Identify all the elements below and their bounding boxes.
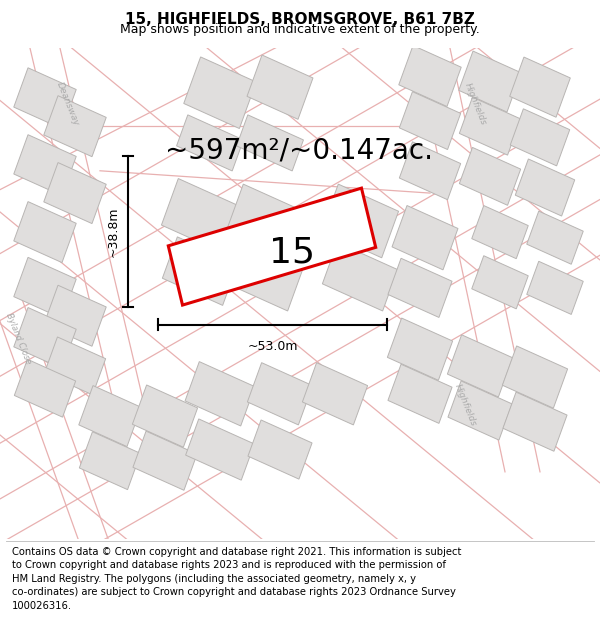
Polygon shape [460, 148, 521, 205]
Polygon shape [133, 431, 197, 490]
Polygon shape [302, 362, 368, 425]
Polygon shape [247, 362, 313, 425]
Polygon shape [510, 109, 570, 166]
Polygon shape [44, 96, 106, 157]
Text: Contains OS data © Crown copyright and database right 2021. This information is : Contains OS data © Crown copyright and d… [12, 546, 461, 611]
Text: ~53.0m: ~53.0m [247, 340, 298, 353]
Polygon shape [14, 202, 76, 262]
Text: ~597m²/~0.147ac.: ~597m²/~0.147ac. [165, 137, 433, 165]
Polygon shape [399, 46, 461, 106]
Polygon shape [502, 346, 568, 408]
Polygon shape [14, 258, 76, 318]
Text: 15, HIGHFIELDS, BROMSGROVE, B61 7BZ: 15, HIGHFIELDS, BROMSGROVE, B61 7BZ [125, 12, 475, 27]
Polygon shape [168, 188, 376, 305]
Polygon shape [176, 115, 244, 171]
Polygon shape [185, 419, 254, 480]
Polygon shape [14, 135, 76, 196]
Polygon shape [515, 159, 575, 216]
Polygon shape [459, 51, 521, 112]
Polygon shape [388, 364, 452, 423]
Text: ~38.8m: ~38.8m [107, 206, 120, 257]
Polygon shape [400, 92, 461, 149]
Polygon shape [472, 256, 528, 309]
Polygon shape [227, 242, 302, 311]
Polygon shape [460, 98, 521, 155]
Text: Map shows position and indicative extent of the property.: Map shows position and indicative extent… [120, 23, 480, 36]
Polygon shape [79, 432, 140, 489]
Polygon shape [388, 318, 452, 381]
Polygon shape [184, 57, 256, 129]
Polygon shape [133, 385, 197, 448]
Polygon shape [527, 261, 583, 314]
Polygon shape [44, 337, 106, 395]
Polygon shape [163, 237, 238, 306]
Polygon shape [185, 362, 255, 426]
Polygon shape [14, 359, 76, 417]
Polygon shape [322, 184, 398, 258]
Polygon shape [400, 142, 461, 200]
Polygon shape [14, 308, 76, 369]
Text: 15: 15 [269, 235, 315, 269]
Polygon shape [14, 68, 76, 129]
Polygon shape [503, 392, 567, 451]
Polygon shape [226, 184, 304, 258]
Polygon shape [527, 211, 583, 264]
Polygon shape [247, 55, 313, 119]
Text: Highfields: Highfields [463, 81, 488, 126]
Text: Highfields: Highfields [452, 382, 478, 428]
Polygon shape [79, 386, 141, 447]
Polygon shape [248, 420, 312, 479]
Polygon shape [236, 115, 304, 171]
Text: Deansway: Deansway [55, 81, 81, 127]
Polygon shape [44, 285, 106, 346]
Polygon shape [448, 335, 512, 397]
Polygon shape [161, 179, 239, 252]
Polygon shape [510, 57, 570, 118]
Polygon shape [388, 258, 452, 318]
Polygon shape [392, 206, 458, 270]
Polygon shape [448, 381, 512, 440]
Polygon shape [472, 206, 528, 259]
Polygon shape [44, 162, 106, 224]
Text: Byland Close: Byland Close [4, 311, 32, 365]
Polygon shape [322, 242, 398, 311]
